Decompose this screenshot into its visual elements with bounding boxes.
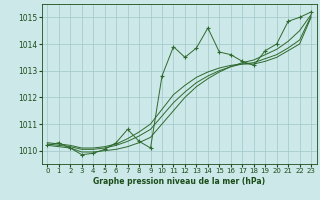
X-axis label: Graphe pression niveau de la mer (hPa): Graphe pression niveau de la mer (hPa) [93, 177, 265, 186]
